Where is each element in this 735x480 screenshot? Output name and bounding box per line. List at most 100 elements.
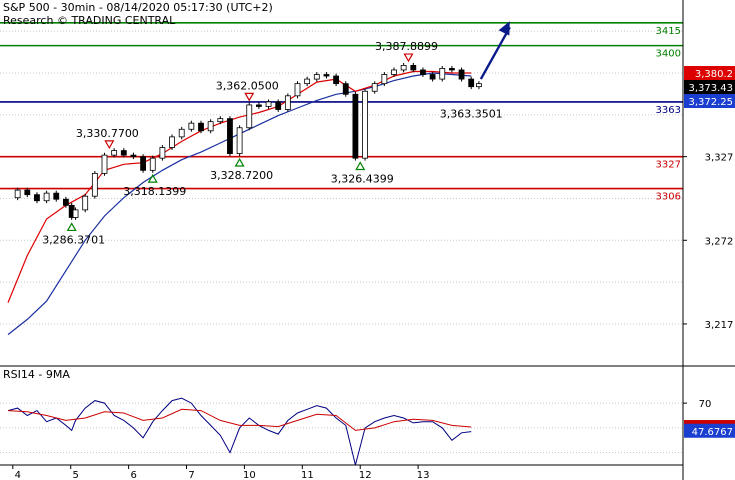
candle-down bbox=[130, 154, 137, 158]
candle-down bbox=[275, 101, 282, 110]
price-badge bbox=[684, 66, 735, 80]
level-label-3306: 3306 bbox=[656, 192, 681, 203]
candle-up bbox=[362, 90, 368, 159]
ma-slow-line bbox=[7, 72, 472, 336]
annotation-label: 3,330.7700 bbox=[76, 127, 139, 140]
candle-up bbox=[188, 122, 195, 130]
x-tick-label: 13 bbox=[417, 470, 430, 480]
y-tick-label: 3,217 bbox=[705, 320, 734, 331]
candle-up bbox=[381, 74, 388, 85]
candle-down bbox=[53, 192, 60, 200]
candle-up bbox=[178, 128, 185, 138]
swing-low-marker bbox=[355, 161, 366, 171]
candle-up bbox=[236, 127, 243, 155]
annotation-label: 3,286.3701 bbox=[42, 233, 105, 246]
candle-up bbox=[159, 147, 166, 159]
level-label-3327: 3327 bbox=[656, 160, 681, 171]
candle-down bbox=[468, 78, 475, 88]
swing-high-marker bbox=[244, 92, 255, 102]
candle-up bbox=[169, 136, 175, 148]
x-tick-label: 5 bbox=[73, 470, 79, 480]
candle-down bbox=[140, 156, 147, 171]
candle-up bbox=[265, 101, 272, 107]
candle-down bbox=[34, 194, 40, 202]
candle-up bbox=[72, 209, 79, 218]
y-tick-label: 3,272 bbox=[705, 236, 734, 247]
candle-down bbox=[227, 118, 233, 155]
price-badge-label: 3,380.2 bbox=[695, 69, 733, 80]
candle-up bbox=[313, 74, 320, 80]
rsi-title: RSI14 - 9MA bbox=[3, 368, 70, 381]
x-tick-label: 11 bbox=[301, 470, 314, 480]
ma-fast-line bbox=[7, 70, 472, 303]
candle-up bbox=[439, 68, 446, 80]
candle-up bbox=[207, 121, 214, 132]
swing-low-marker bbox=[66, 222, 77, 232]
candle-down bbox=[24, 189, 31, 196]
candle-down bbox=[342, 83, 349, 95]
candle-down bbox=[333, 75, 340, 85]
candle-up bbox=[391, 69, 397, 75]
annotation-label: 3,318.1399 bbox=[123, 185, 186, 198]
chart-subtitle: Research © TRADING CENTRAL bbox=[3, 14, 176, 27]
candles bbox=[14, 62, 482, 220]
candle-down bbox=[255, 104, 262, 107]
annotation-label: 3,326.4399 bbox=[331, 172, 394, 185]
rsi-badge-label: 47.6767 bbox=[692, 427, 733, 438]
candle-up bbox=[43, 192, 50, 202]
annotation-label: 3,387.8899 bbox=[375, 40, 438, 53]
candle-up bbox=[217, 118, 224, 123]
swing-high-marker bbox=[104, 140, 115, 150]
annotations: 3,387.8899 3,362.0500 3,330.7700 3,328.7200… bbox=[42, 21, 511, 246]
y-tick-label: 3,327 bbox=[705, 153, 734, 164]
price-badge-label: 3,372.25 bbox=[688, 97, 733, 108]
rsi-y-tick-label: 70 bbox=[699, 399, 712, 410]
candle-down bbox=[410, 64, 417, 71]
candle-up bbox=[82, 195, 89, 211]
rsi-badge bbox=[684, 423, 735, 438]
swing-high-marker bbox=[403, 53, 414, 63]
candle-up bbox=[400, 64, 407, 71]
rsi-line bbox=[7, 397, 472, 466]
candle-up bbox=[476, 83, 482, 88]
x-tick-label: 6 bbox=[130, 470, 136, 480]
forecast-arrow-shaft bbox=[479, 26, 511, 80]
price-badge bbox=[684, 80, 735, 94]
candle-down bbox=[120, 150, 127, 156]
candle-down bbox=[323, 74, 330, 77]
rsi-panel: RSI14 - 9MA bbox=[0, 365, 735, 466]
moving-averages bbox=[7, 70, 472, 336]
annotation-label: 3,328.7200 bbox=[210, 169, 273, 182]
candle-up bbox=[111, 150, 118, 156]
candle-up bbox=[91, 172, 98, 197]
candle-down bbox=[420, 69, 426, 75]
candle-up bbox=[149, 157, 156, 171]
annotation-label: 3,363.3501 bbox=[440, 107, 503, 120]
swing-low-marker bbox=[234, 157, 245, 167]
candle-up bbox=[246, 104, 253, 129]
candle-up bbox=[14, 189, 21, 199]
candle-down bbox=[448, 68, 455, 71]
candle-down bbox=[352, 93, 359, 159]
candle-up bbox=[284, 95, 291, 110]
price-badge bbox=[684, 94, 735, 108]
candle-up bbox=[294, 83, 301, 97]
candle-up bbox=[101, 154, 108, 174]
candle-down bbox=[458, 69, 465, 80]
candle-down bbox=[63, 198, 69, 206]
annotation-label: 3,362.0500 bbox=[216, 79, 279, 92]
candle-up bbox=[371, 83, 378, 92]
swing-low-marker bbox=[147, 173, 158, 183]
level-label-3415: 3415 bbox=[656, 26, 681, 37]
candle-down bbox=[429, 74, 436, 80]
x-tick-label: 7 bbox=[188, 470, 194, 480]
candle-down bbox=[198, 122, 204, 132]
forecast-arrow-head bbox=[498, 21, 510, 36]
x-tick-label: 4 bbox=[15, 470, 21, 480]
chart-title: S&P 500 - 30min - 08/14/2020 05:17:30 (U… bbox=[3, 1, 273, 14]
x-tick-label: 12 bbox=[359, 470, 372, 480]
price-badge-label: 3,373.43 bbox=[688, 83, 733, 94]
